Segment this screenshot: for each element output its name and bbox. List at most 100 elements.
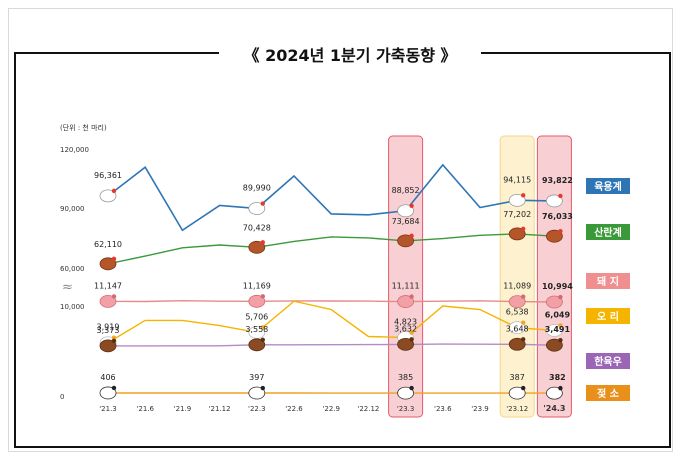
value-label: 4,823	[394, 318, 417, 327]
x-tick-label: '22.9	[322, 405, 340, 413]
x-tick-label: '23.12	[506, 405, 528, 413]
cow-icon-accent	[111, 338, 117, 344]
highlight-column	[499, 135, 535, 418]
legend-box	[586, 308, 630, 324]
series-line	[107, 233, 555, 265]
series-line	[107, 299, 555, 303]
dairy-cow-icon	[248, 386, 266, 400]
value-label: 397	[249, 373, 264, 382]
pig-icon	[248, 294, 266, 308]
hen-icon-accent	[409, 233, 414, 239]
duck-icon-accent	[409, 330, 414, 335]
x-tick-label: '21.6	[136, 405, 154, 413]
pig-icon	[99, 295, 117, 308]
hen-icon	[99, 257, 117, 271]
pig-icon-accent	[521, 294, 526, 299]
value-label: 3,373	[97, 326, 120, 335]
value-label: 3,648	[506, 324, 529, 333]
value-label: 11,111	[392, 282, 420, 291]
cow-icon	[508, 337, 526, 351]
hen-icon	[508, 227, 526, 241]
x-tick-label: '23.3	[397, 405, 415, 413]
dairy-cow-icon	[397, 386, 415, 400]
value-label: 6,538	[506, 308, 529, 317]
x-tick-label: '24.3	[543, 404, 565, 413]
y-tick-label: 120,000	[60, 146, 89, 154]
cow-icon-accent	[558, 337, 563, 343]
cow-icon-accent	[260, 337, 265, 342]
hen-icon-accent	[111, 256, 117, 262]
value-label: 70,428	[243, 223, 271, 232]
y-tick-label: 10,000	[60, 303, 85, 311]
duck-icon	[546, 324, 563, 337]
title-bar: 《 2024년 1분기 가축동향 》	[14, 42, 671, 65]
series-line	[107, 163, 555, 232]
chicken-icon	[248, 202, 266, 215]
y-tick-label: 90,000	[60, 205, 85, 213]
value-label: 89,990	[243, 184, 271, 193]
legend-label: 젖 소	[597, 388, 619, 400]
axis-break-symbol: ≈	[62, 280, 73, 295]
value-label: 3,919	[97, 323, 120, 332]
chicken-icon	[99, 189, 117, 203]
cow-icon	[546, 338, 563, 352]
dairy-cow-icon-accent	[558, 385, 563, 391]
pig-icon	[546, 295, 563, 309]
value-label: 3,491	[545, 325, 571, 334]
chicken-icon-accent	[558, 193, 563, 199]
legend-box	[586, 224, 630, 240]
x-tick-label: '22.6	[285, 405, 303, 413]
y-tick-label: 0	[60, 393, 64, 401]
cow-icon	[99, 339, 117, 353]
value-label: 5,706	[245, 312, 268, 321]
legend-box	[586, 385, 630, 401]
value-label: 385	[398, 373, 413, 382]
value-label: 11,089	[503, 282, 531, 291]
pig-icon-accent	[409, 294, 414, 299]
chicken-icon	[397, 204, 415, 218]
value-label: 11,147	[94, 281, 122, 290]
hen-icon	[397, 234, 415, 248]
highlight-column	[388, 135, 424, 418]
x-tick-label: '22.3	[248, 405, 266, 413]
value-label: 94,115	[503, 175, 531, 184]
value-label: 10,994	[542, 282, 573, 291]
x-tick-label: '21.3	[99, 405, 117, 413]
x-tick-label: '23.6	[434, 405, 452, 413]
hen-icon	[546, 229, 563, 243]
chicken-icon	[546, 194, 563, 208]
value-label: 3,632	[394, 324, 417, 333]
value-label: 11,169	[243, 281, 271, 290]
series-line	[108, 343, 555, 347]
pig-icon-accent	[558, 294, 563, 300]
cow-icon	[397, 337, 415, 351]
legend-label: 오 리	[597, 310, 619, 323]
duck-icon-accent	[558, 323, 563, 328]
value-label: 382	[549, 373, 566, 382]
legend-label: 육용계	[594, 180, 622, 193]
chicken-icon-accent	[521, 193, 526, 198]
duck-icon-accent	[521, 320, 526, 325]
legend-box	[586, 178, 630, 194]
chicken-icon-accent	[260, 201, 265, 206]
x-tick-label: '23.9	[471, 405, 489, 413]
pig-icon	[508, 295, 526, 309]
dairy-cow-icon-accent	[260, 385, 265, 391]
cow-icon-accent	[521, 337, 526, 342]
hen-icon-accent	[260, 240, 265, 245]
duck-icon-accent	[260, 325, 265, 330]
value-label: 387	[510, 373, 525, 382]
dairy-cow-icon	[546, 386, 563, 400]
chart-title: 《 2024년 1분기 가축동향 》	[243, 46, 457, 65]
series-line	[107, 300, 555, 344]
value-label: 73,684	[392, 217, 420, 226]
x-tick-label: '21.9	[174, 405, 192, 413]
value-label: 93,822	[542, 176, 573, 185]
legend-box	[586, 273, 630, 289]
x-tick-label: '21.12	[209, 405, 231, 413]
value-label: 406	[100, 373, 115, 382]
legend-label: 돼 지	[597, 275, 619, 288]
value-label: 96,361	[94, 171, 122, 180]
hen-icon-accent	[558, 229, 563, 234]
cow-icon	[248, 338, 266, 352]
